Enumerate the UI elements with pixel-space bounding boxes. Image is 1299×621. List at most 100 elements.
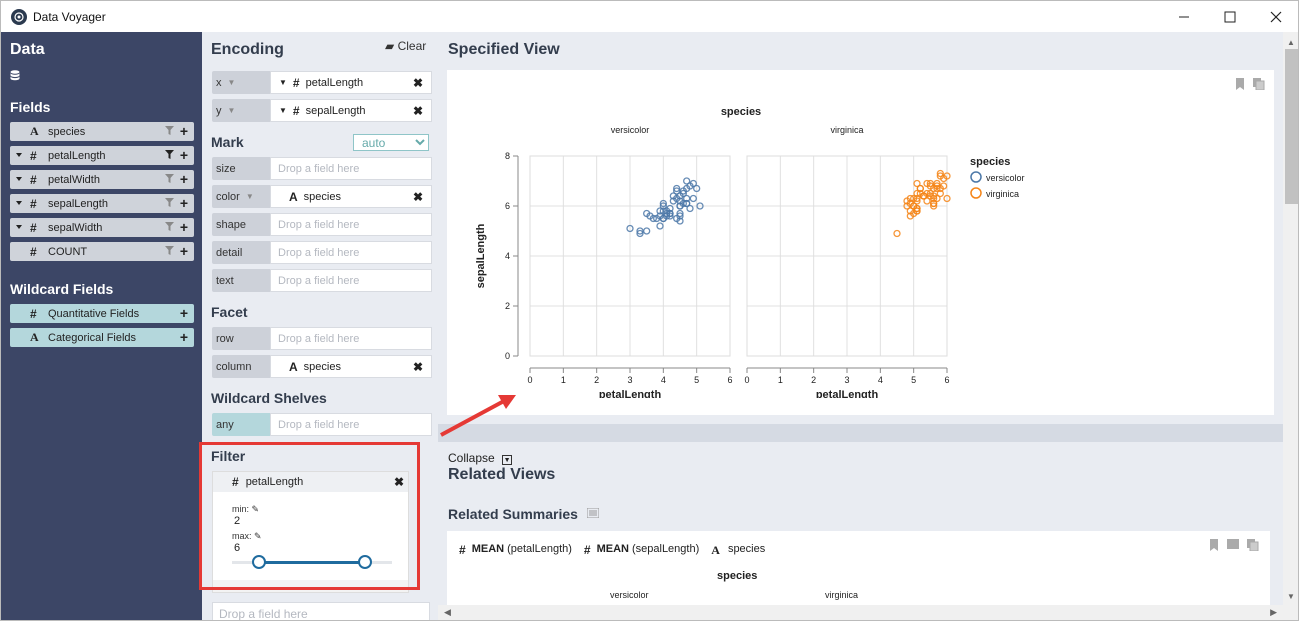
column-channel-label: column [212, 355, 270, 378]
wildcard-pill-1[interactable]: A Categorical Fields + [10, 328, 194, 347]
chevron-down-icon[interactable] [16, 153, 22, 157]
filter-drop-zone[interactable]: Drop a field here [212, 602, 430, 620]
bookmark-icon[interactable] [1209, 539, 1219, 551]
list-icon[interactable] [1227, 539, 1239, 549]
add-field-icon[interactable]: + [179, 305, 188, 321]
any-drop-zone[interactable]: Drop a field here [270, 413, 432, 436]
filter-icon[interactable] [165, 150, 174, 162]
field-name: petalLength [48, 149, 106, 162]
list-icon[interactable] [587, 508, 599, 518]
text-drop-zone[interactable]: Drop a field here [270, 269, 432, 292]
wildcard-pill-0[interactable]: # Quantitative Fields + [10, 304, 194, 323]
size-drop-zone[interactable]: Drop a field here [270, 157, 432, 180]
shape-shelf[interactable]: shape Drop a field here [212, 213, 432, 236]
add-field-icon[interactable]: + [179, 329, 188, 345]
scrollbar-thumb[interactable] [1285, 49, 1298, 204]
database-icon[interactable] [10, 69, 20, 87]
shape-drop-zone[interactable]: Drop a field here [270, 213, 432, 236]
chevron-down-icon[interactable] [16, 225, 22, 229]
field-pill-petalwidth[interactable]: # petalWidth + [10, 170, 194, 189]
filter-max-value[interactable]: 6 [234, 542, 241, 554]
field-pill-sepalwidth[interactable]: # sepalWidth + [10, 218, 194, 237]
remove-y-field-icon[interactable]: ✖ [412, 103, 423, 118]
detail-drop-zone[interactable]: Drop a field here [270, 241, 432, 264]
copy-icon[interactable] [1253, 78, 1265, 90]
x-shelf[interactable]: x ▼ ▼ # petalLength ✖ [212, 71, 432, 94]
horizontal-scrollbar[interactable]: ◀ ▶ [438, 605, 1283, 620]
filter-icon[interactable] [165, 246, 174, 258]
y-field-pill[interactable]: ▼ # sepalLength ✖ [270, 99, 432, 122]
field-name: sepalLength [48, 197, 108, 210]
mark-type-select[interactable]: auto [353, 134, 429, 151]
filter-min-value[interactable]: 2 [234, 515, 241, 527]
point-versicolor [659, 214, 667, 223]
field-pill-count[interactable]: # COUNT + [10, 242, 194, 261]
scatter-chart[interactable]: species versicolor 0 1 2 3 4 5 6 petalLength virgi… [447, 98, 1067, 398]
point-versicolor [636, 227, 644, 235]
slider-min-handle[interactable] [252, 555, 266, 569]
scroll-left-icon[interactable]: ◀ [444, 607, 451, 617]
filter-icon[interactable] [165, 126, 174, 138]
x-channel-label[interactable]: x ▼ [212, 71, 270, 94]
chevron-down-icon[interactable]: ▼ [279, 106, 287, 115]
add-field-icon[interactable]: + [179, 147, 188, 163]
minimize-button[interactable] [1161, 1, 1207, 32]
any-shelf[interactable]: any Drop a field here [212, 413, 432, 436]
edit-max-icon[interactable]: ✎ [254, 531, 262, 541]
point-virginica [933, 179, 941, 188]
y-shelf[interactable]: y ▼ ▼ # sepalLength ✖ [212, 99, 432, 122]
field-name: species [48, 125, 86, 138]
row-drop-zone[interactable]: Drop a field here [270, 327, 432, 350]
add-field-icon[interactable]: + [179, 195, 188, 211]
chevron-down-icon[interactable] [16, 201, 22, 205]
vertical-scrollbar[interactable]: ▲ ▼ [1283, 32, 1298, 620]
close-window-button[interactable] [1253, 1, 1298, 32]
color-channel-label[interactable]: color ▼ [212, 185, 270, 208]
y-tick-label: 4 [505, 251, 510, 261]
point-virginica [913, 194, 921, 203]
bookmark-icon[interactable] [1235, 78, 1245, 90]
detail-shelf[interactable]: detail Drop a field here [212, 241, 432, 264]
remove-color-field-icon[interactable]: ✖ [412, 189, 423, 204]
field-pill-sepallength[interactable]: # sepalLength + [10, 194, 194, 213]
scroll-down-icon[interactable]: ▼ [1287, 592, 1295, 601]
x-field-pill[interactable]: ▼ # petalLength ✖ [270, 71, 432, 94]
filter-field-header[interactable]: # petalLength ✖ [213, 472, 408, 492]
remove-filter-icon[interactable]: ✖ [393, 475, 404, 489]
collapse-icon[interactable]: ▼ [502, 455, 513, 465]
size-shelf[interactable]: size Drop a field here [212, 157, 432, 180]
filter-min-row: min: ✎ [232, 504, 259, 515]
add-field-icon[interactable]: + [179, 219, 188, 235]
field-pill-petallength[interactable]: # petalLength + [10, 146, 194, 165]
max-label: max: [232, 531, 252, 541]
filter-icon[interactable] [165, 174, 174, 186]
scroll-up-icon[interactable]: ▲ [1287, 38, 1295, 47]
filter-icon[interactable] [165, 222, 174, 234]
nominal-type-icon: A [30, 124, 39, 138]
text-shelf[interactable]: text Drop a field here [212, 269, 432, 292]
maximize-button[interactable] [1207, 1, 1253, 32]
copy-icon[interactable] [1247, 539, 1259, 551]
remove-column-field-icon[interactable]: ✖ [412, 359, 423, 374]
remove-x-field-icon[interactable]: ✖ [412, 75, 423, 90]
chevron-down-icon[interactable] [16, 177, 22, 181]
chevron-down-icon[interactable]: ▼ [279, 78, 287, 87]
slider-max-handle[interactable] [358, 555, 372, 569]
y-channel-label[interactable]: y ▼ [212, 99, 270, 122]
add-field-icon[interactable]: + [179, 243, 188, 259]
scroll-right-icon[interactable]: ▶ [1270, 607, 1277, 617]
row-shelf[interactable]: row Drop a field here [212, 327, 432, 350]
x-axis-title: petalLength [816, 389, 879, 398]
edit-min-icon[interactable]: ✎ [251, 504, 260, 514]
filter-icon[interactable] [165, 198, 174, 210]
clear-button[interactable]: ▰ Clear [385, 39, 426, 53]
add-field-icon[interactable]: + [179, 123, 188, 139]
add-field-icon[interactable]: + [179, 171, 188, 187]
collapse-toggle[interactable]: Collapse ▼ [448, 451, 513, 465]
y-tick-label: 0 [505, 351, 510, 361]
